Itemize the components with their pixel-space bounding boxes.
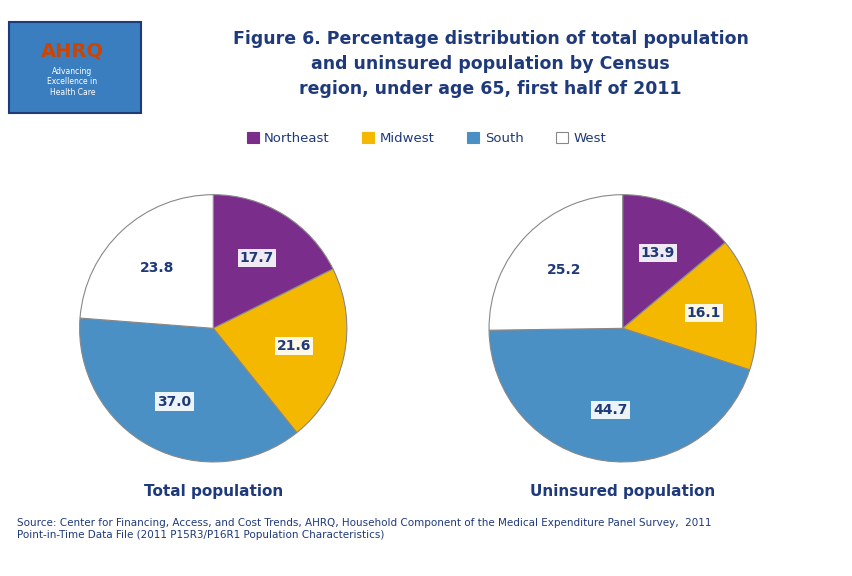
Wedge shape — [80, 195, 213, 328]
Text: 25.2: 25.2 — [546, 263, 580, 277]
Text: 23.8: 23.8 — [140, 260, 174, 275]
Text: 37.0: 37.0 — [158, 395, 192, 408]
Text: 44.7: 44.7 — [592, 403, 627, 417]
Text: 13.9: 13.9 — [640, 247, 674, 260]
Wedge shape — [622, 242, 756, 370]
Wedge shape — [213, 195, 332, 328]
Text: AHRQ: AHRQ — [41, 41, 104, 60]
Wedge shape — [488, 195, 622, 330]
Text: Source: Center for Financing, Access, and Cost Trends, AHRQ, Household Component: Source: Center for Financing, Access, an… — [17, 518, 711, 540]
Text: Advancing
Excellence in
Health Care: Advancing Excellence in Health Care — [48, 67, 97, 97]
Wedge shape — [622, 195, 724, 328]
Legend: Northeast, Midwest, South, West: Northeast, Midwest, South, West — [241, 127, 611, 150]
Text: 17.7: 17.7 — [239, 251, 273, 265]
Text: 16.1: 16.1 — [686, 306, 721, 320]
Wedge shape — [488, 328, 749, 462]
Text: 21.6: 21.6 — [277, 339, 311, 353]
Wedge shape — [79, 318, 296, 462]
Text: Uninsured population: Uninsured population — [529, 484, 715, 499]
Text: Total population: Total population — [143, 484, 283, 499]
FancyBboxPatch shape — [9, 22, 141, 113]
Wedge shape — [213, 269, 347, 433]
Text: Figure 6. Percentage distribution of total population
and uninsured population b: Figure 6. Percentage distribution of tot… — [233, 30, 747, 98]
